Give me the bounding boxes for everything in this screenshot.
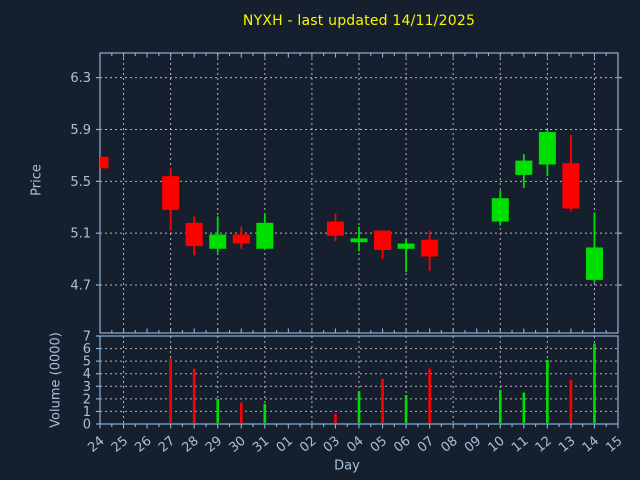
xtick-label-06: 06	[391, 434, 413, 456]
price-ytick-label-5.9: 5.9	[70, 123, 91, 138]
xtick-label-25: 25	[109, 434, 131, 456]
volume-bar-28	[192, 368, 196, 423]
xtick-label-10: 10	[486, 434, 508, 456]
volume-ytick-label-4: 4	[83, 367, 91, 382]
price-ytick-label-5.1: 5.1	[70, 227, 91, 242]
xtick-label-28: 28	[179, 434, 201, 456]
xtick-label-07: 07	[415, 434, 437, 456]
volume-bar-10	[498, 390, 502, 423]
volume-bar-11	[522, 392, 526, 423]
xtick-label-08: 08	[438, 434, 460, 456]
volume-ytick-label-3: 3	[83, 380, 91, 395]
candle-body-06	[397, 243, 415, 249]
volume-ytick-label-1: 1	[83, 405, 91, 420]
price-ytick-label-6.3: 6.3	[70, 71, 91, 86]
volume-bar-05	[381, 378, 384, 423]
candle-body-30	[232, 234, 250, 244]
xtick-label-30: 30	[227, 434, 249, 456]
xtick-label-14: 14	[580, 434, 602, 456]
volume-ytick-label-0: 0	[83, 418, 91, 433]
xtick-label-05: 05	[368, 434, 390, 456]
candle-body-12	[538, 132, 556, 165]
volume-bar-31	[263, 403, 267, 423]
volume-bar-27	[169, 358, 172, 423]
price-ytick-label-4.7: 4.7	[70, 279, 91, 294]
volume-ytick-label-2: 2	[83, 392, 91, 407]
xtick-label-29: 29	[203, 434, 225, 456]
candles-group	[100, 129, 603, 283]
price-ytick-label-5.5: 5.5	[70, 175, 91, 190]
volume-axis-label: Volume (0000)	[48, 332, 64, 428]
candle-body-31	[256, 222, 274, 249]
xtick-label-13: 13	[556, 434, 578, 456]
candle-body-24	[100, 156, 109, 169]
volume-ytick-label-7: 7	[83, 330, 91, 345]
volume-bar-14	[593, 343, 596, 423]
xtick-label-02: 02	[297, 434, 319, 456]
candle-body-10	[491, 198, 509, 222]
candle-body-07	[421, 239, 439, 257]
xtick-label-04: 04	[344, 434, 366, 456]
day-axis-label: Day	[334, 458, 360, 474]
xtick-label-09: 09	[462, 434, 484, 456]
xtick-label-31: 31	[250, 434, 272, 456]
xtick-label-24: 24	[85, 434, 107, 456]
candle-body-05	[374, 230, 392, 251]
volume-bar-07	[428, 368, 431, 423]
volume-bar-13	[569, 380, 573, 423]
candle-body-03	[326, 221, 344, 236]
price-axis-label: Price	[29, 164, 45, 196]
candle-body-04	[350, 238, 368, 243]
volume-bar-29	[216, 398, 220, 423]
xtick-label-01: 01	[274, 434, 296, 456]
volume-bar-12	[546, 359, 549, 423]
chart-title: NYXH - last updated 14/11/2025	[242, 13, 476, 29]
xtick-label-03: 03	[321, 434, 343, 456]
candle-body-29	[209, 234, 227, 249]
candle-body-27	[162, 176, 180, 210]
xtick-label-11: 11	[509, 434, 531, 456]
xtick-label-15: 15	[603, 434, 625, 456]
candle-body-28	[185, 222, 203, 247]
candle-body-13	[562, 163, 580, 209]
candle-body-14	[585, 247, 603, 280]
volume-ytick-label-5: 5	[83, 355, 91, 370]
xtick-label-26: 26	[132, 434, 154, 456]
volume-bar-06	[404, 395, 408, 423]
candle-body-11	[515, 160, 533, 175]
xtick-label-27: 27	[156, 434, 178, 456]
volume-bar-03	[334, 413, 337, 423]
volume-ytick-label-6: 6	[83, 342, 91, 357]
volume-bar-04	[357, 391, 361, 423]
volume-bar-30	[239, 402, 243, 423]
xtick-label-12: 12	[533, 434, 555, 456]
